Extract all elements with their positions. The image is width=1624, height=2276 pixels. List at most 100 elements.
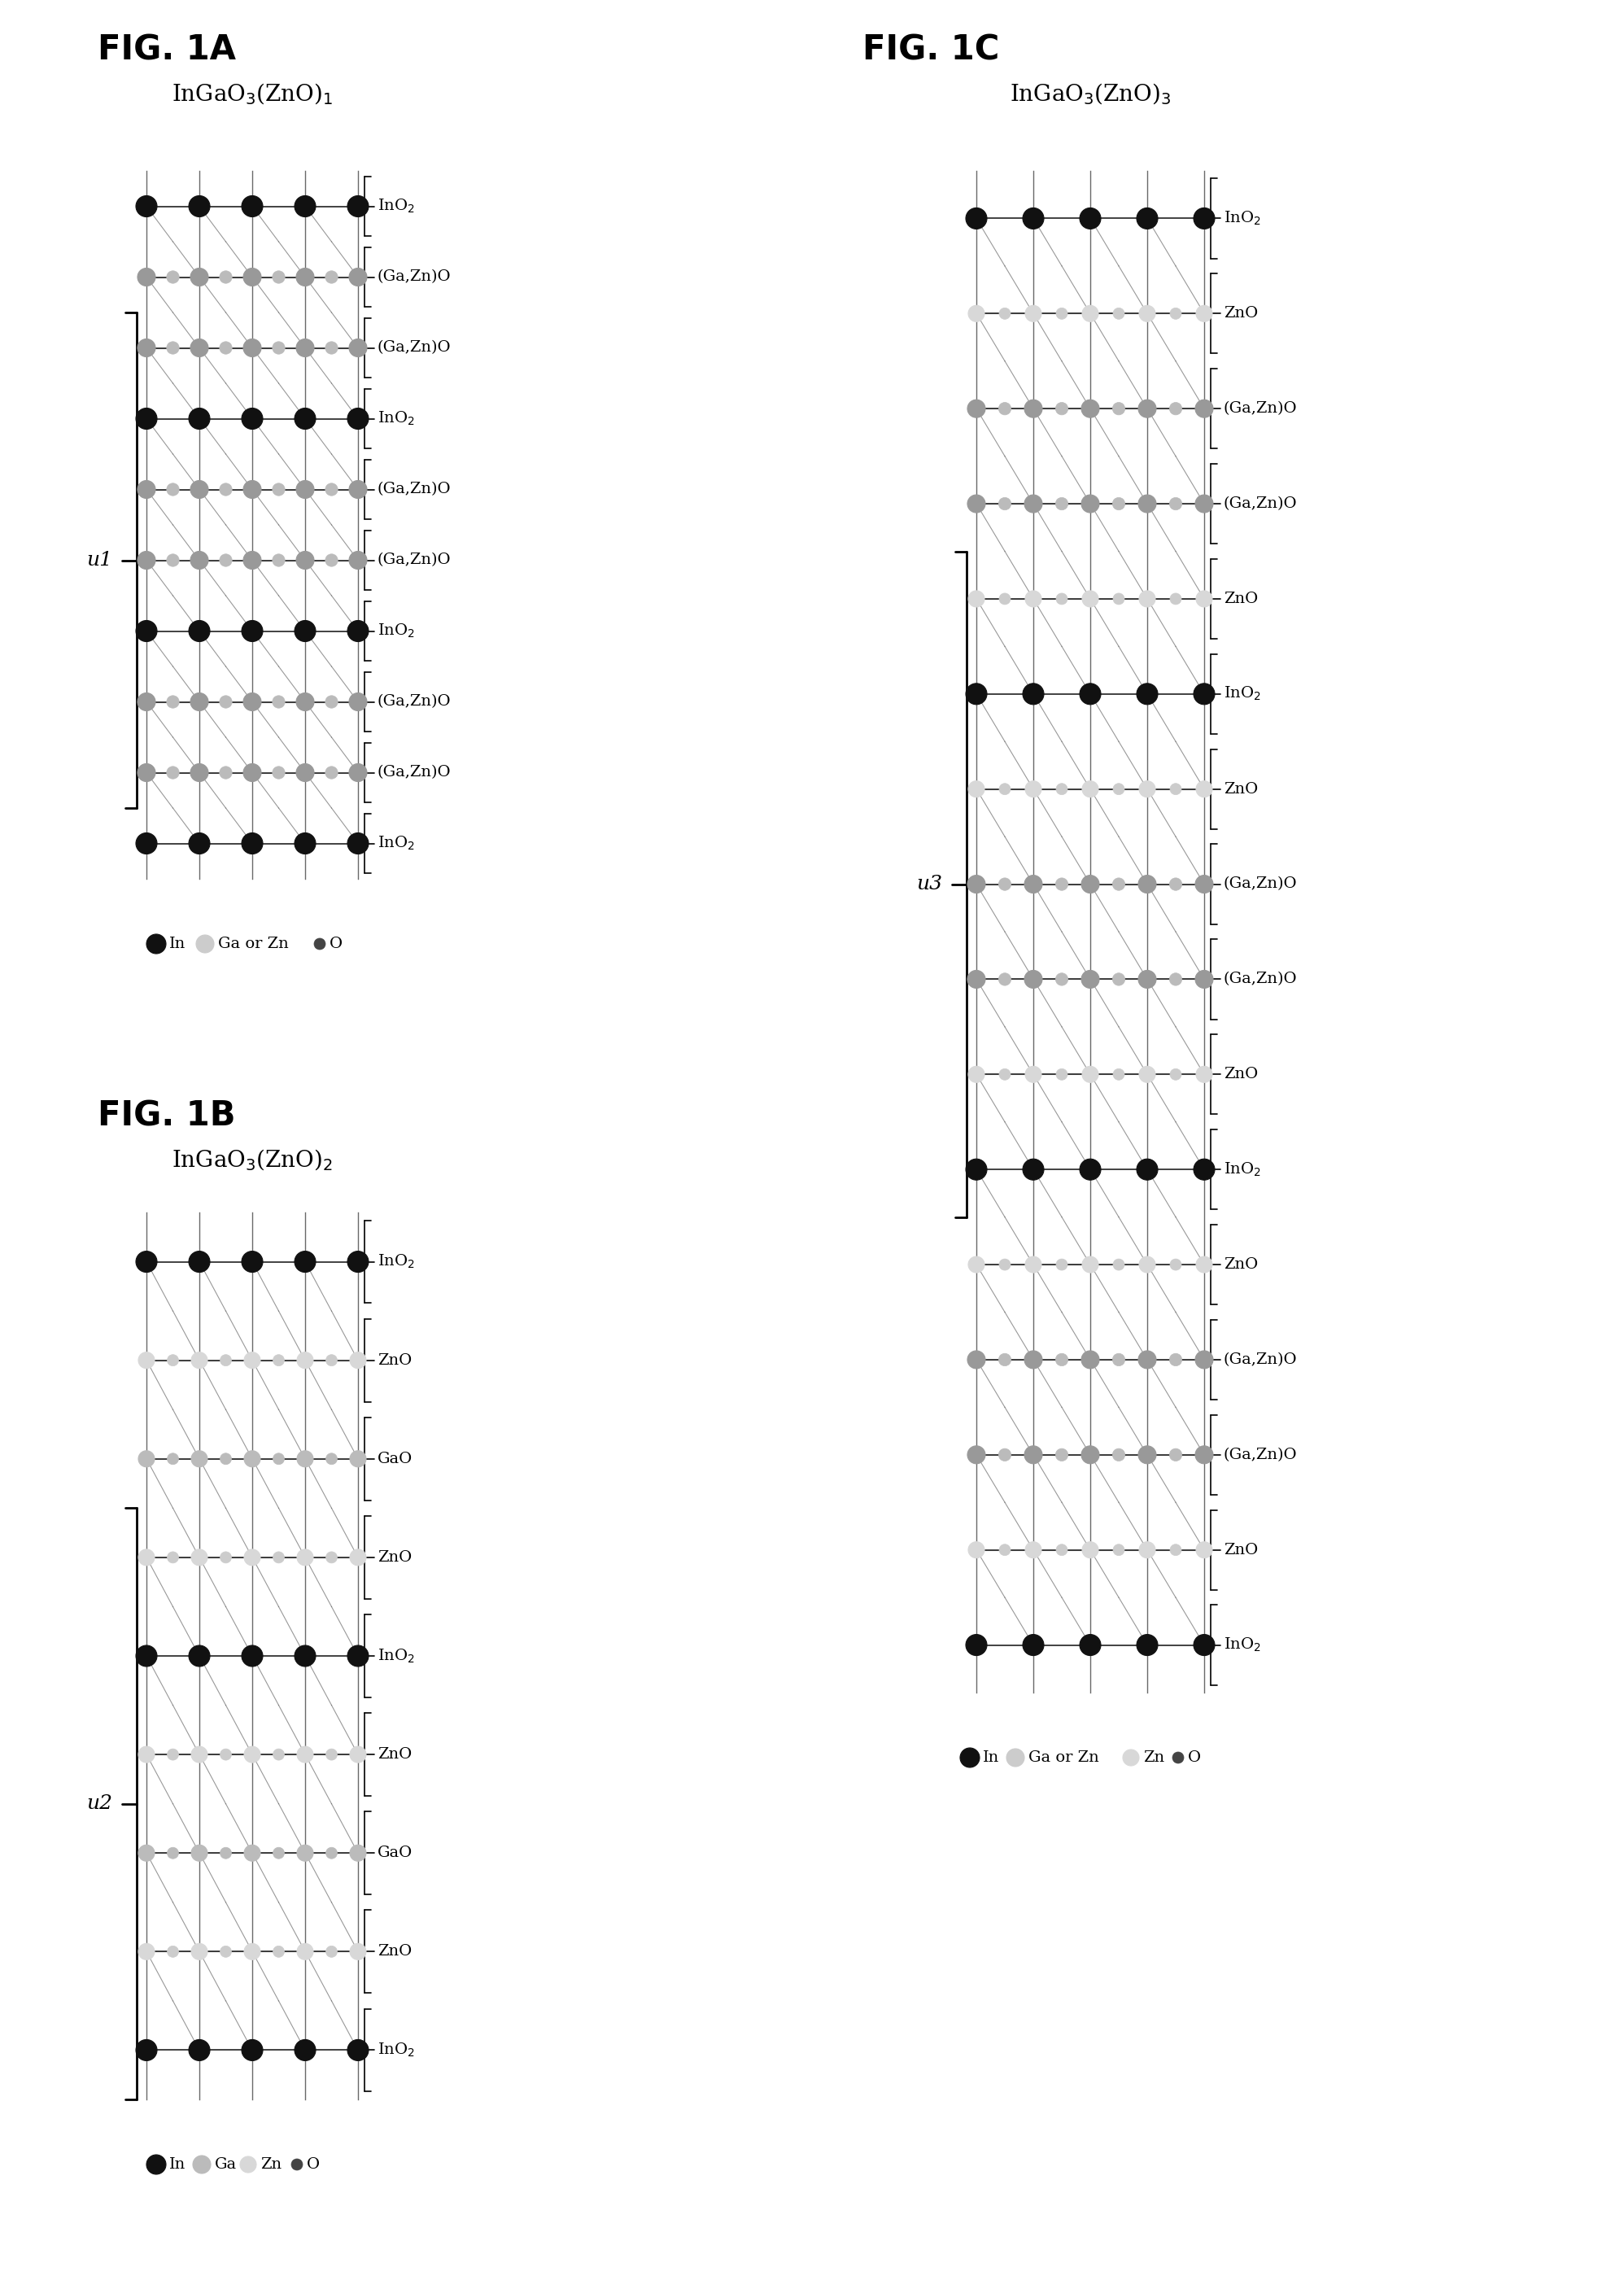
Circle shape — [1082, 1256, 1098, 1272]
Circle shape — [192, 1352, 208, 1368]
Circle shape — [1025, 1541, 1041, 1559]
Circle shape — [325, 341, 338, 355]
Circle shape — [1169, 498, 1182, 510]
Circle shape — [1112, 1259, 1124, 1270]
Text: In: In — [169, 2158, 185, 2171]
Circle shape — [296, 551, 313, 569]
Circle shape — [242, 2039, 263, 2060]
Circle shape — [1082, 592, 1098, 608]
Circle shape — [326, 1748, 338, 1759]
Circle shape — [1056, 1354, 1069, 1366]
Circle shape — [1082, 494, 1099, 512]
Text: ZnO: ZnO — [1224, 1543, 1259, 1557]
Circle shape — [1138, 876, 1156, 892]
Circle shape — [999, 307, 1010, 319]
Circle shape — [138, 1944, 154, 1960]
Text: (Ga,Zn)O: (Ga,Zn)O — [377, 694, 451, 710]
Circle shape — [192, 1450, 208, 1468]
Circle shape — [273, 553, 284, 567]
Text: InO$_2$: InO$_2$ — [377, 1648, 414, 1664]
Circle shape — [349, 1352, 365, 1368]
Circle shape — [1138, 401, 1156, 417]
Text: ZnO: ZnO — [1224, 781, 1259, 797]
Circle shape — [273, 1848, 284, 1859]
Circle shape — [1169, 594, 1181, 605]
Circle shape — [244, 1944, 260, 1960]
Text: ZnO: ZnO — [1224, 1067, 1259, 1081]
Circle shape — [1056, 498, 1069, 510]
Circle shape — [297, 1550, 313, 1566]
Circle shape — [1056, 1259, 1067, 1270]
Circle shape — [273, 341, 284, 355]
Circle shape — [167, 1946, 179, 1957]
Text: Zn: Zn — [260, 2158, 281, 2171]
Circle shape — [348, 833, 369, 854]
Circle shape — [1173, 1753, 1184, 1764]
Circle shape — [188, 833, 209, 854]
Text: ZnO: ZnO — [377, 1550, 412, 1564]
Circle shape — [190, 692, 208, 710]
Circle shape — [1137, 683, 1158, 706]
Circle shape — [966, 1634, 987, 1655]
Circle shape — [1025, 401, 1043, 417]
Circle shape — [138, 1352, 154, 1368]
Circle shape — [190, 269, 208, 287]
Circle shape — [244, 1450, 260, 1468]
Circle shape — [1080, 207, 1101, 230]
Circle shape — [968, 876, 986, 892]
Text: Zn: Zn — [1143, 1750, 1164, 1764]
Circle shape — [1112, 1070, 1124, 1081]
Circle shape — [1056, 1448, 1069, 1461]
Circle shape — [1169, 307, 1181, 319]
Circle shape — [1169, 1259, 1181, 1270]
Circle shape — [968, 494, 986, 512]
Circle shape — [244, 765, 261, 781]
Circle shape — [348, 621, 369, 642]
Text: ZnO: ZnO — [1224, 1256, 1259, 1272]
Circle shape — [1080, 683, 1101, 706]
Circle shape — [1023, 683, 1044, 706]
Circle shape — [326, 1452, 338, 1463]
Circle shape — [326, 1946, 338, 1957]
Circle shape — [349, 1944, 365, 1960]
Circle shape — [1112, 594, 1124, 605]
Circle shape — [968, 781, 984, 797]
Circle shape — [1025, 494, 1043, 512]
Circle shape — [326, 1552, 338, 1564]
Circle shape — [325, 271, 338, 282]
Circle shape — [348, 2039, 369, 2060]
Circle shape — [1195, 401, 1213, 417]
Circle shape — [296, 480, 313, 498]
Circle shape — [968, 305, 984, 321]
Text: (Ga,Zn)O: (Ga,Zn)O — [377, 483, 451, 496]
Circle shape — [1056, 974, 1069, 986]
Circle shape — [1080, 1158, 1101, 1179]
Circle shape — [294, 2039, 315, 2060]
Text: Ga or Zn: Ga or Zn — [1028, 1750, 1099, 1764]
Circle shape — [999, 879, 1012, 890]
Text: GaO: GaO — [377, 1846, 412, 1859]
Circle shape — [326, 1848, 338, 1859]
Circle shape — [138, 1450, 154, 1468]
Circle shape — [188, 196, 209, 216]
Circle shape — [219, 696, 232, 708]
Circle shape — [1082, 1350, 1099, 1368]
Circle shape — [167, 1354, 179, 1366]
Circle shape — [138, 551, 156, 569]
Circle shape — [1169, 1354, 1182, 1366]
Text: FIG. 1A: FIG. 1A — [97, 32, 235, 66]
Circle shape — [1138, 1350, 1156, 1368]
Circle shape — [1112, 879, 1125, 890]
Text: ZnO: ZnO — [1224, 592, 1259, 605]
Circle shape — [968, 970, 986, 988]
Circle shape — [1056, 403, 1069, 414]
Circle shape — [1195, 1065, 1212, 1083]
Circle shape — [349, 551, 367, 569]
Circle shape — [136, 621, 158, 642]
Circle shape — [1007, 1748, 1025, 1766]
Circle shape — [138, 692, 156, 710]
Circle shape — [138, 339, 156, 357]
Circle shape — [136, 833, 158, 854]
Circle shape — [138, 1846, 154, 1862]
Circle shape — [1025, 876, 1043, 892]
